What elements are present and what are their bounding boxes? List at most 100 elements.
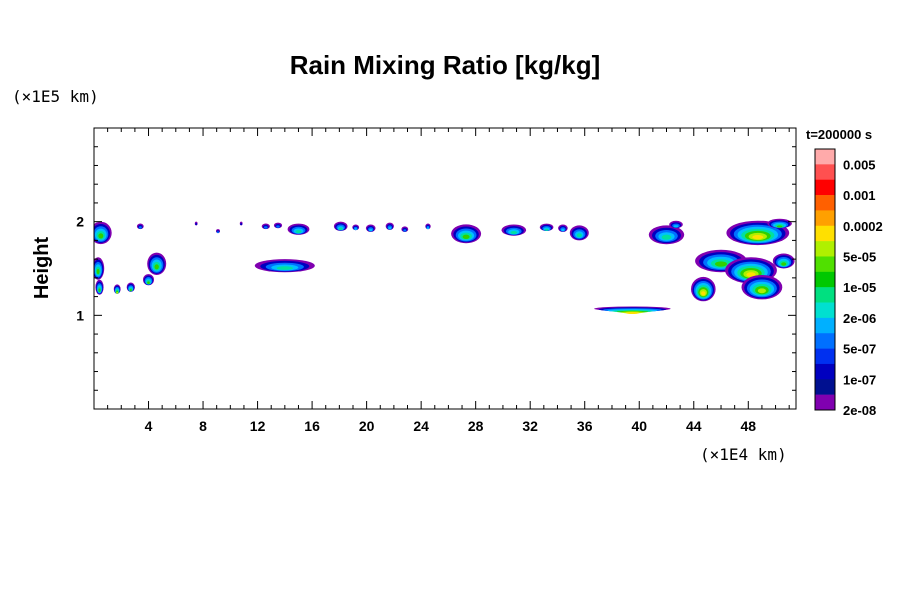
colorbar-swatch [815, 179, 835, 196]
colorbar-label: 0.001 [843, 188, 876, 203]
y-axis-label: Height [31, 237, 53, 300]
rain-cell-contour [195, 223, 198, 226]
rain-cell [401, 226, 409, 232]
rain-cell [594, 306, 671, 314]
y-unit-label: (×1E5 km) [12, 87, 99, 106]
x-tick-label: 12 [250, 418, 266, 434]
rain-cell [425, 223, 431, 230]
rain-cell-contour [544, 228, 549, 231]
rain-cell-contour [98, 288, 101, 292]
rain-cell [95, 279, 104, 295]
rain-cell-contour [354, 228, 357, 231]
rain-cell-contour [781, 262, 787, 266]
rain-cell-contour [147, 281, 150, 285]
rain-cell-contour [154, 264, 159, 270]
rain-cell [691, 276, 716, 302]
y-tick-label: 2 [76, 214, 84, 230]
colorbar: 0.005 0.001 0.0002 5e-05 1e-05 2e-06 5e-07 1e-0… [814, 148, 883, 418]
rain-cell [216, 229, 220, 234]
colorbar-swatch [815, 210, 835, 227]
chart-title: Rain Mixing Ratio [kg/kg] [290, 50, 601, 80]
rain-cell [385, 222, 394, 230]
rain-cell [569, 225, 589, 241]
rain-cell [333, 221, 348, 231]
x-tick-label: 36 [577, 418, 593, 434]
x-tick-label: 8 [199, 418, 207, 434]
rain-cell [287, 223, 310, 235]
rain-cell-contour [138, 226, 142, 229]
rain-cell-contour [715, 261, 727, 267]
colorbar-swatch [815, 379, 835, 395]
rain-cell-contour [264, 226, 268, 229]
rain-cell [669, 220, 683, 229]
colorbar-frame [814, 148, 836, 411]
rain-cell [261, 223, 270, 230]
rain-cell [741, 275, 783, 300]
rain-cell [113, 284, 121, 294]
rain-cell [539, 223, 554, 231]
rain-cell-contour [625, 312, 640, 314]
x-unit-label: (×1E4 km) [700, 445, 787, 464]
rain-cell-contour [701, 291, 706, 296]
plot-frame [93, 127, 797, 410]
rain-cell-contour [116, 291, 119, 294]
rain-cell-contour [276, 266, 293, 270]
colorbar-swatch [815, 363, 835, 380]
rain-cell-contour [369, 228, 373, 232]
x-tick-label: 48 [741, 418, 757, 434]
x-tick-label: 4 [145, 418, 153, 434]
colorbar-swatch [815, 164, 835, 180]
colorbar-label: 0.005 [843, 157, 876, 172]
x-tick-label: 40 [631, 418, 647, 434]
rain-cell-contour [403, 229, 407, 232]
rain-cell-contour [388, 227, 392, 230]
rain-cell-contour [757, 288, 767, 294]
x-tick-label: 28 [468, 418, 484, 434]
rain-cell-contour [673, 225, 679, 228]
rain-cell [254, 259, 315, 273]
colorbar-swatch [815, 271, 835, 288]
rain-cell-contour [276, 225, 280, 228]
colorbar-swatch [815, 149, 835, 165]
rain-cell-contour [752, 235, 764, 240]
rain-cell-contour [217, 231, 219, 234]
rain-cell-contour [776, 225, 783, 228]
x-tick-label: 16 [304, 418, 320, 434]
rain-cell-contour [746, 272, 756, 277]
colorbar-label: 1e-05 [843, 280, 876, 295]
rain-cell-contour [661, 234, 672, 240]
colorbar-swatch [815, 317, 835, 334]
colorbar-label: 5e-05 [843, 250, 876, 265]
colorbar-label: 1e-07 [843, 372, 876, 387]
x-tick-label: 32 [522, 418, 538, 434]
x-axis: 4 8 12 16 20 24 28 32 36 40 44 48 [107, 128, 790, 434]
rain-cell-contour [98, 233, 104, 239]
colorbar-swatch [815, 256, 835, 273]
colorbar-label: 0.0002 [843, 219, 883, 234]
colorbar-swatch [815, 333, 835, 349]
rain-cell-contour [240, 223, 243, 226]
rain-cell [136, 223, 144, 230]
rain-cell [451, 224, 482, 244]
rain-cell [365, 224, 376, 232]
rain-cell [147, 252, 167, 275]
rain-cell [94, 221, 112, 245]
colorbar-label: 5e-07 [843, 342, 876, 357]
rain-cell [126, 282, 135, 292]
rain-cell-contour [427, 227, 429, 230]
rain-cell [273, 222, 283, 229]
rain-cell-contour [510, 231, 518, 234]
colorbar-swatch [815, 225, 835, 242]
rain-cell [558, 224, 568, 232]
x-tick-label: 44 [686, 418, 702, 434]
colorbar-swatch [815, 302, 835, 319]
rain-cell [767, 218, 792, 229]
rain-cell-contour [338, 227, 343, 231]
rain-cell [94, 257, 105, 280]
x-tick-label: 24 [413, 418, 429, 434]
rain-cell-contour [129, 289, 132, 292]
colorbar-swatch [815, 241, 835, 257]
colorbar-swatch [815, 195, 835, 211]
rain-cell [772, 253, 795, 269]
